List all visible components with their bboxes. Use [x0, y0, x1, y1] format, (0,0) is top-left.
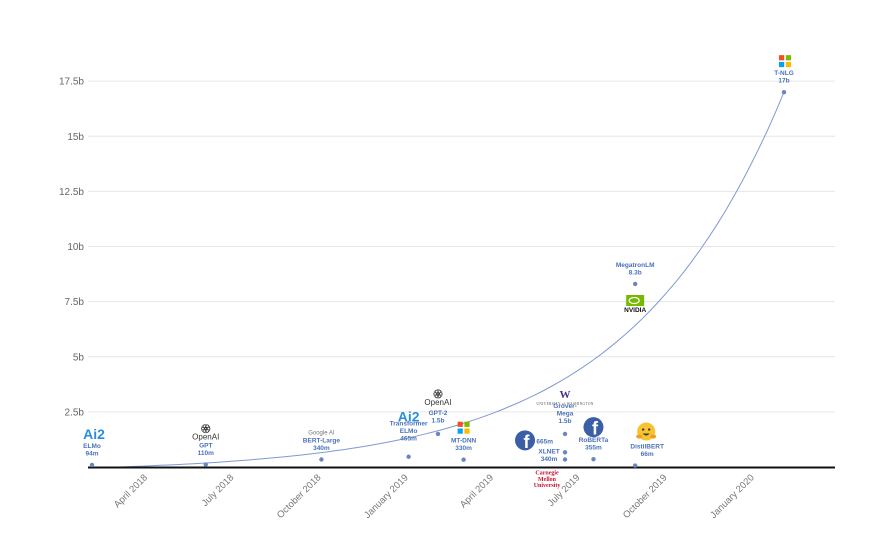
y-tick-label: 12.5b: [59, 187, 84, 198]
point-labels: ELMo94mGPT110mBERT-Large340mTransformerE…: [83, 70, 794, 463]
point-label: Grover-: [553, 403, 576, 410]
svg-text:UNIVERSITY of WASHINGTON: UNIVERSITY of WASHINGTON: [536, 402, 593, 406]
point-label: 1.5b: [559, 418, 572, 425]
svg-text:OpenAI: OpenAI: [192, 433, 219, 442]
point-label: DistilBERT: [630, 444, 664, 451]
data-points: [89, 89, 787, 468]
svg-text:Carnegie: Carnegie: [535, 471, 559, 477]
y-tick-label: 17.5b: [59, 77, 84, 88]
point-gpt-2[interactable]: [435, 431, 441, 437]
point-label: 465m: [400, 436, 417, 443]
svg-text:W: W: [560, 389, 571, 401]
point-label: GPT: [199, 443, 212, 450]
point-megatronlm[interactable]: [632, 281, 638, 287]
y-tick-label: 2.5b: [65, 407, 85, 418]
point-transformer-elmo[interactable]: [406, 454, 411, 459]
svg-text:University: University: [534, 483, 561, 489]
point-distilbert[interactable]: [632, 463, 638, 468]
facebook-logo: f: [515, 430, 536, 452]
point-roberta[interactable]: [591, 456, 596, 462]
point-xlm[interactable]: [562, 450, 568, 455]
x-tick-label: July 2018: [200, 472, 237, 509]
svg-text:OpenAI: OpenAI: [424, 398, 451, 407]
svg-text:Ai2: Ai2: [398, 409, 420, 425]
x-axis: April 2018 July 2018 October 2018 January 2…: [112, 472, 757, 520]
point-label: BERT-Large: [303, 438, 341, 445]
point-xlnet[interactable]: [562, 457, 568, 462]
x-tick-label: October 2018: [275, 472, 323, 520]
point-label: 94m: [85, 450, 98, 457]
point-label: 1.5b: [431, 417, 444, 424]
point-label: MegatronLM: [616, 262, 655, 269]
nvidia-logo: NVIDIA: [624, 294, 646, 314]
point-mt-dnn[interactable]: [461, 457, 466, 462]
point-label: 330m: [455, 445, 472, 452]
x-tick-label: January 2019: [362, 472, 410, 520]
huggingface-logo: [636, 422, 657, 441]
point-label: RoBERTa: [579, 437, 609, 444]
point-elmo[interactable]: [89, 462, 95, 468]
point-label: 8.3b: [629, 269, 642, 276]
y-tick-label: 10b: [67, 242, 84, 253]
svg-text:f: f: [592, 419, 599, 439]
y-tick-label: 7.5b: [65, 297, 85, 308]
point-label: GPT-2: [429, 410, 448, 417]
y-tick-label: 5b: [73, 352, 85, 363]
microsoft-logo: [779, 55, 791, 68]
point-t-nlg[interactable]: [781, 89, 787, 95]
y-tick-label: 15b: [67, 132, 84, 143]
point-label: XLNET: [538, 449, 559, 456]
facebook-logo: f: [583, 417, 604, 439]
svg-text:Mellon: Mellon: [538, 477, 557, 483]
point-label: Mega: [557, 410, 574, 417]
point-label: 340m: [541, 456, 558, 463]
svg-text:NVIDIA: NVIDIA: [624, 307, 646, 314]
svg-text:Ai2: Ai2: [83, 426, 105, 442]
ai2-logo: Ai2: [398, 409, 420, 425]
openai-logo: OpenAI: [192, 424, 219, 442]
microsoft-logo: [457, 421, 470, 434]
point-label: 66m: [641, 451, 654, 458]
openai-logo: OpenAI: [424, 389, 452, 407]
x-tick-label: October 2019: [621, 472, 669, 520]
trend-line: [118, 91, 785, 468]
grid: [88, 80, 835, 413]
point-bert-large[interactable]: [319, 457, 324, 462]
point-label: ELMo: [400, 428, 418, 435]
x-tick-label: April 2018: [112, 472, 150, 510]
point-grover-mega[interactable]: [562, 431, 568, 437]
point-label: T-NLG: [774, 70, 794, 77]
google-ai-logo: Google AI: [308, 431, 335, 437]
point-label: ELMo: [83, 443, 101, 450]
point-label: Transformer: [390, 421, 428, 428]
ai2-logo: Ai2: [83, 426, 105, 442]
x-tick-label: January 2020: [708, 472, 756, 520]
svg-text:f: f: [524, 432, 531, 452]
point-label: XLM 665m: [521, 438, 553, 445]
svg-text:Google AI: Google AI: [308, 431, 335, 437]
point-label: 17b: [778, 78, 789, 85]
point-gpt[interactable]: [203, 462, 208, 467]
x-tick-label: April 2019: [458, 472, 496, 510]
point-label: 340m: [313, 445, 330, 452]
point-label: MT-DNN: [451, 438, 477, 445]
point-label: 110m: [198, 450, 214, 457]
point-label: 355m: [585, 445, 602, 452]
org-logos: Ai2 OpenAI Google AIAi2OpenAIfCarnegieMell…: [83, 55, 791, 489]
y-axis: 2.5b 5b 7.5b 10b 12.5b 15b 17.5b: [59, 77, 84, 419]
